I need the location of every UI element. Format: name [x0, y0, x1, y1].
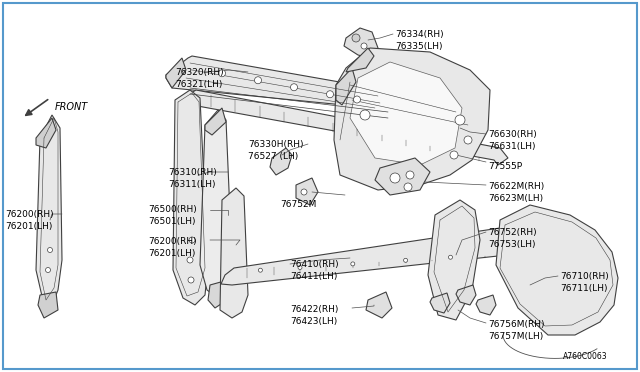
Circle shape [449, 255, 452, 259]
Text: 76756M(RH): 76756M(RH) [488, 320, 545, 329]
Text: 76631(LH): 76631(LH) [488, 142, 536, 151]
Circle shape [326, 91, 333, 98]
Text: 76200(RH): 76200(RH) [5, 210, 54, 219]
Polygon shape [38, 292, 58, 318]
Polygon shape [296, 178, 318, 205]
Text: 76201(LH): 76201(LH) [5, 222, 52, 231]
Circle shape [255, 77, 262, 84]
Text: 76411(LH): 76411(LH) [290, 272, 337, 281]
Circle shape [298, 266, 302, 269]
Circle shape [404, 183, 412, 191]
Circle shape [259, 268, 262, 272]
Text: 76334(RH): 76334(RH) [395, 30, 444, 39]
Polygon shape [350, 62, 462, 165]
Text: 76753(LH): 76753(LH) [488, 240, 536, 249]
Text: 76423(LH): 76423(LH) [290, 317, 337, 326]
Text: 76501(LH): 76501(LH) [148, 217, 195, 226]
Polygon shape [476, 295, 496, 315]
Polygon shape [496, 205, 618, 335]
Circle shape [404, 258, 408, 262]
Polygon shape [36, 115, 62, 310]
Circle shape [352, 34, 360, 42]
Polygon shape [208, 280, 230, 308]
Polygon shape [334, 48, 490, 190]
Polygon shape [336, 68, 356, 105]
Text: 76500(RH): 76500(RH) [148, 205, 196, 214]
Circle shape [187, 257, 193, 263]
Text: 76630(RH): 76630(RH) [488, 130, 537, 139]
Text: A760C0063: A760C0063 [563, 352, 607, 361]
Text: 76527 (LH): 76527 (LH) [248, 152, 298, 161]
Text: 76321(LH): 76321(LH) [175, 80, 222, 89]
Polygon shape [270, 148, 292, 175]
Polygon shape [344, 28, 378, 58]
Circle shape [45, 267, 51, 273]
Polygon shape [375, 158, 430, 195]
Text: 76752(RH): 76752(RH) [488, 228, 536, 237]
Text: 76410(RH): 76410(RH) [290, 260, 339, 269]
Polygon shape [456, 285, 476, 305]
Text: 76710(RH): 76710(RH) [560, 272, 609, 281]
Circle shape [360, 110, 370, 120]
Circle shape [390, 173, 400, 183]
Polygon shape [205, 108, 226, 135]
Text: 76335(LH): 76335(LH) [395, 42, 442, 51]
Polygon shape [221, 228, 510, 285]
Circle shape [353, 96, 360, 103]
Circle shape [361, 43, 367, 49]
Text: 76311(LH): 76311(LH) [168, 180, 216, 189]
Circle shape [450, 151, 458, 159]
Circle shape [455, 115, 465, 125]
Circle shape [291, 84, 298, 91]
Text: 76623M(LH): 76623M(LH) [488, 194, 543, 203]
Text: 76310(RH): 76310(RH) [168, 168, 217, 177]
Polygon shape [428, 200, 480, 320]
Circle shape [406, 171, 414, 179]
Polygon shape [184, 90, 508, 165]
Text: 76752M: 76752M [280, 200, 316, 209]
Text: 76622M(RH): 76622M(RH) [488, 182, 544, 191]
Polygon shape [36, 118, 56, 148]
Text: 76711(LH): 76711(LH) [560, 284, 607, 293]
Circle shape [218, 70, 225, 77]
Circle shape [189, 237, 195, 243]
Text: 76200(RH): 76200(RH) [148, 237, 196, 246]
Polygon shape [166, 56, 393, 108]
Text: FRONT: FRONT [55, 102, 88, 112]
Text: 76422(RH): 76422(RH) [290, 305, 339, 314]
Polygon shape [430, 293, 450, 313]
Circle shape [351, 262, 355, 266]
Text: 76330H(RH): 76330H(RH) [248, 140, 303, 149]
Text: 76201(LH): 76201(LH) [148, 249, 195, 258]
Circle shape [301, 189, 307, 195]
Polygon shape [346, 48, 374, 72]
Circle shape [47, 247, 52, 253]
Polygon shape [366, 292, 392, 318]
Text: 76757M(LH): 76757M(LH) [488, 332, 543, 341]
Polygon shape [220, 188, 248, 318]
Text: 76320(RH): 76320(RH) [175, 68, 223, 77]
Circle shape [464, 136, 472, 144]
Polygon shape [173, 90, 208, 305]
Polygon shape [166, 58, 186, 88]
Polygon shape [200, 110, 232, 298]
Text: 77555P: 77555P [488, 162, 522, 171]
Circle shape [188, 277, 194, 283]
